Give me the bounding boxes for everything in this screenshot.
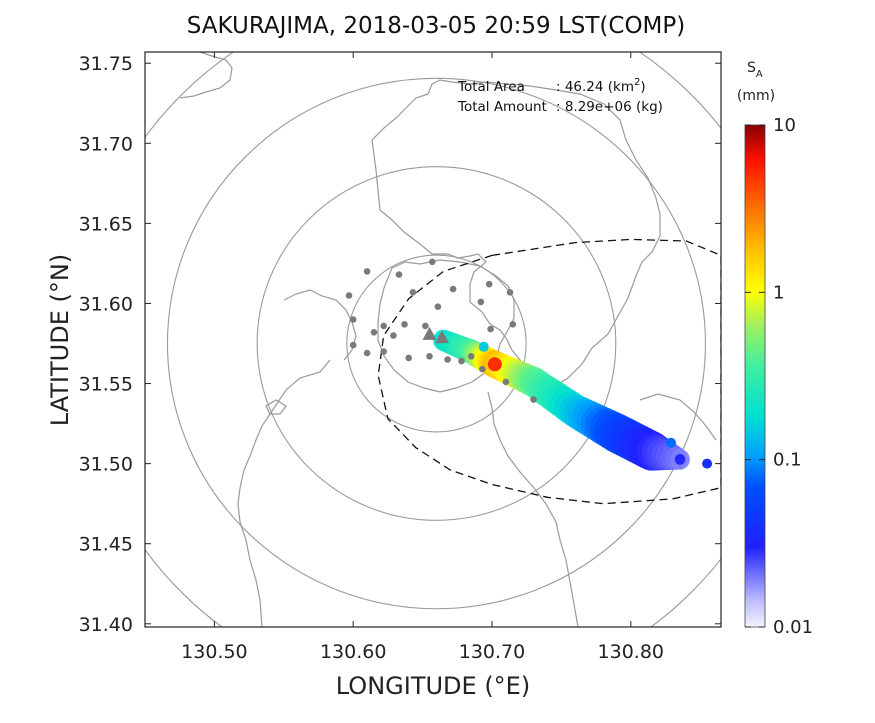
station-dot (345, 292, 353, 299)
total-amount-value: : 8.29e+06 (kg) (556, 99, 663, 115)
range-rings (145, 52, 721, 627)
station-dot (434, 303, 442, 311)
station-dot (380, 348, 388, 355)
y-tick-label: 31.50 (79, 454, 133, 476)
colorbar-tick-label: 0.1 (773, 450, 802, 471)
station-dot (380, 322, 388, 330)
colorbar-tick-label: 0.01 (773, 617, 813, 638)
colorbar: SA (mm) 10 1 0.1 0.01 (737, 60, 813, 638)
y-tick-label: 31.60 (79, 293, 133, 315)
colorbar-unit: (mm) (737, 88, 775, 104)
station-dot (422, 322, 429, 330)
colorbar-variable: SA (747, 60, 763, 80)
station-markers (345, 258, 537, 403)
plume-spot (478, 341, 489, 352)
volcano-triangle (422, 326, 437, 340)
range-ring-2 (256, 166, 617, 521)
plume-spot (702, 458, 713, 469)
station-dot (509, 321, 517, 328)
station-dot (349, 316, 357, 323)
plume-spot (487, 357, 502, 372)
x-axis-label: LONGITUDE (°E) (336, 672, 530, 700)
x-tick-label: 130.60 (320, 641, 386, 663)
total-amount-label: Total Amount (457, 99, 547, 115)
station-dot (426, 353, 433, 360)
station-dot (390, 332, 397, 339)
y-tick-label: 31.40 (79, 614, 133, 636)
range-ring-3 (166, 77, 707, 610)
station-dot (409, 289, 417, 296)
total-area-value: : 46.24 (km2) (556, 77, 646, 95)
colorbar-tick-label: 1 (773, 282, 784, 303)
ash-plume (433, 329, 713, 471)
station-dot (401, 321, 408, 328)
total-area-label: Total Area (457, 79, 525, 95)
y-tick-label: 31.75 (79, 53, 133, 75)
plume-spot (666, 437, 676, 448)
y-axis-ticks: 31.40 31.45 31.50 31.55 31.60 31.65 31.70 31.75 (79, 53, 721, 636)
map-area (145, 52, 721, 627)
station-dot (395, 271, 403, 278)
y-axis-label: LATITUDE (°N) (46, 254, 74, 426)
range-ring-1 (346, 254, 527, 433)
plot-frame (144, 51, 722, 628)
station-dot (444, 356, 451, 363)
station-dot (349, 341, 357, 349)
x-axis-ticks: 130.50 130.60 130.70 130.80 (181, 52, 664, 663)
dashed-contour (377, 238, 721, 505)
y-tick-label: 31.70 (79, 133, 133, 155)
station-dot (477, 298, 485, 306)
station-dot (506, 289, 514, 296)
plume-core (674, 454, 686, 465)
colorbar-tick-label: 10 (773, 115, 796, 136)
station-dot (502, 378, 510, 386)
station-dot (449, 285, 457, 293)
y-tick-label: 31.45 (79, 534, 133, 556)
figure-title: SAKURAJIMA, 2018-03-05 20:59 LST(COMP) (187, 13, 685, 39)
colorbar-gradient (744, 124, 766, 628)
y-tick-label: 31.55 (79, 374, 133, 396)
x-tick-label: 130.70 (459, 641, 525, 663)
station-dot (487, 325, 494, 333)
x-tick-label: 130.50 (181, 641, 247, 663)
station-dot (485, 280, 493, 288)
summary-box: Total Area : 46.24 (km2) Total Amount : … (457, 77, 663, 115)
station-dot (363, 268, 371, 275)
volcano-markers (422, 326, 450, 344)
station-dot (429, 258, 436, 266)
station-dot (370, 329, 378, 336)
station-dot (479, 365, 486, 373)
colorbar-ticks: 10 1 0.1 0.01 (745, 115, 813, 638)
station-dot (467, 353, 475, 360)
station-dot (405, 354, 413, 362)
station-dot (530, 396, 537, 403)
x-tick-label: 130.80 (598, 641, 664, 663)
volcano-triangle (435, 330, 450, 344)
y-tick-label: 31.65 (79, 213, 133, 235)
station-dot (458, 357, 465, 365)
station-dot (363, 349, 371, 357)
